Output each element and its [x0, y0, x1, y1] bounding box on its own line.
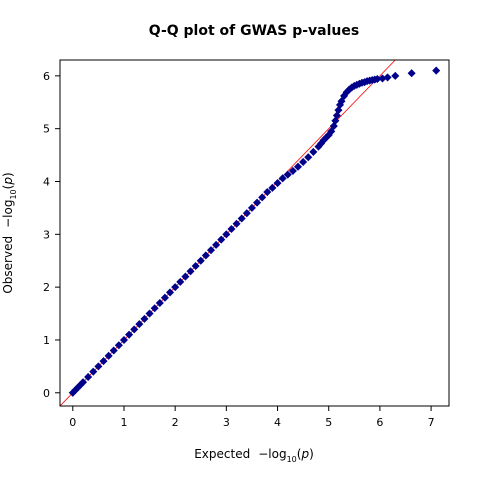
y-tick-label: 3 — [43, 228, 50, 241]
data-point — [293, 162, 303, 171]
x-tick-label: 6 — [376, 416, 383, 429]
data-point — [89, 367, 98, 376]
data-point — [84, 372, 93, 381]
data-point — [181, 272, 190, 281]
data-point — [309, 147, 318, 156]
data-point — [201, 251, 210, 260]
data-point — [212, 240, 221, 249]
data-point — [304, 153, 313, 162]
data-point — [217, 235, 226, 244]
x-tick-label: 4 — [274, 416, 281, 429]
data-point — [94, 362, 103, 371]
data-point — [299, 157, 308, 166]
data-point — [337, 97, 346, 106]
x-axis-label: Expected −log10(p) — [194, 447, 314, 464]
data-point — [258, 193, 267, 202]
data-point — [407, 69, 416, 78]
data-point — [327, 127, 336, 136]
data-point — [135, 320, 144, 329]
data-point — [253, 198, 262, 207]
data-point — [232, 219, 241, 228]
y-tick-label: 6 — [43, 70, 50, 83]
y-tick-label: 5 — [43, 123, 50, 136]
data-point — [160, 293, 169, 302]
x-tick-label: 3 — [223, 416, 230, 429]
x-tick-label: 5 — [325, 416, 332, 429]
data-point — [283, 170, 292, 179]
data-point — [332, 111, 341, 120]
x-tick-label: 0 — [69, 416, 76, 429]
x-tick-label: 7 — [428, 416, 435, 429]
data-point — [263, 188, 272, 197]
data-point — [79, 378, 88, 387]
y-axis-label: Observed−log10(p) — [1, 172, 18, 293]
plot-frame — [59, 59, 450, 407]
data-point — [186, 267, 195, 276]
data-point — [155, 298, 164, 308]
data-point — [125, 330, 134, 339]
data-point — [383, 73, 392, 82]
x-tick-label: 2 — [172, 416, 179, 429]
data-point — [237, 214, 246, 223]
data-point — [432, 66, 441, 75]
data-point — [191, 261, 200, 271]
data-point — [176, 277, 185, 286]
y-tick-label: 0 — [43, 387, 50, 400]
data-point — [114, 341, 123, 350]
data-point — [130, 325, 139, 334]
data-point — [140, 314, 149, 323]
data-point — [99, 357, 108, 366]
data-point — [104, 351, 113, 360]
data-point — [222, 230, 231, 239]
y-tick-label: 4 — [43, 175, 50, 188]
data-point — [391, 71, 400, 80]
data-point — [247, 203, 256, 212]
x-tick-label: 1 — [120, 416, 127, 429]
data-point — [278, 174, 287, 183]
data-point — [227, 225, 236, 234]
data-point — [242, 209, 251, 218]
data-point — [206, 246, 216, 255]
data-point — [334, 106, 343, 115]
data-point — [145, 309, 154, 318]
data-point — [268, 183, 277, 192]
data-point — [171, 283, 180, 292]
data-point — [119, 335, 129, 344]
data-point — [288, 166, 297, 175]
data-point — [196, 256, 205, 265]
data-point — [273, 179, 282, 188]
data-point — [150, 304, 159, 313]
chart-title: Q-Q plot of GWAS p-values — [149, 23, 359, 39]
y-tick-label: 1 — [43, 334, 50, 347]
data-point — [166, 288, 175, 297]
y-tick-label: 2 — [43, 281, 50, 294]
data-point — [109, 346, 118, 355]
data-point — [331, 116, 340, 125]
